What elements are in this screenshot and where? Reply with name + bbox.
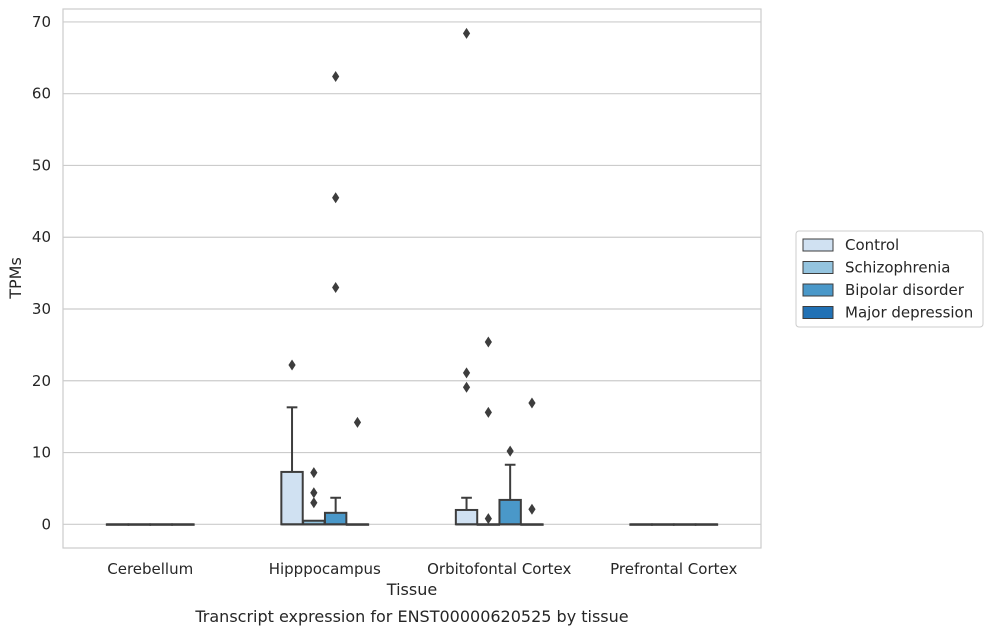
boxes (105, 27, 719, 526)
box-iqr (454, 508, 479, 526)
legend-swatch (802, 261, 834, 274)
legend-label: Major depression (845, 304, 973, 322)
x-tick-label: Hipppocampus (269, 560, 381, 578)
box-bipolar-disorder (149, 523, 173, 526)
outlier-point (353, 416, 362, 428)
y-tick-labels: 0 10 20 30 40 50 60 70 (32, 13, 51, 533)
legend-swatch (802, 283, 834, 297)
box-major-depression (345, 416, 370, 526)
legend-frame (795, 230, 984, 328)
box-bipolar-disorder (323, 70, 348, 526)
y-tick-label: 10 (32, 444, 51, 462)
legend-label: Schizophrenia (845, 259, 950, 277)
outlier-point (332, 70, 340, 82)
outlier-point (528, 397, 536, 409)
outlier-point (288, 359, 296, 371)
y-axis-title: TPMs (6, 257, 25, 300)
outlier-point (462, 381, 471, 393)
box-control (629, 523, 653, 526)
plot-area-frame (62, 8, 762, 549)
outlier-point (332, 192, 340, 204)
outlier-point (310, 467, 318, 479)
box-iqr (280, 470, 304, 526)
legend-swatch (802, 238, 834, 252)
y-tick-label: 70 (32, 13, 51, 31)
box-major-depression (694, 523, 719, 526)
x-axis-title: Tissue (386, 580, 437, 599)
box-major-depression (171, 523, 195, 526)
y-tick-label: 0 (41, 515, 51, 533)
box-iqr (498, 498, 522, 526)
outlier-point (506, 445, 514, 457)
gridlines (63, 21, 761, 525)
x-tick-label: Orbitofontal Cortex (427, 560, 571, 578)
chart-caption: Transcript expression for ENST0000062052… (194, 607, 628, 626)
outlier-point (332, 281, 340, 293)
y-tick-label: 60 (32, 85, 51, 103)
x-tick-labels: Cerebellum Hipppocampus Orbitofontal Corte… (107, 560, 737, 578)
y-tick-label: 20 (32, 372, 51, 390)
legend-label: Bipolar disorder (845, 281, 965, 299)
box-bipolar-disorder (672, 523, 697, 526)
box-schizophrenia (476, 336, 501, 526)
legend-swatch (802, 306, 834, 319)
outlier-point (462, 27, 471, 39)
y-tick-label: 50 (32, 156, 51, 174)
legend-label: Control (845, 236, 899, 254)
outlier-point (484, 406, 492, 418)
outlier-point (310, 497, 318, 509)
box-control (454, 27, 479, 526)
y-tick-label: 40 (32, 228, 51, 246)
legend: Control Schizophrenia Bipolar disorder Majo… (795, 230, 984, 328)
box-schizophrenia (127, 523, 152, 526)
outlier-point (528, 503, 536, 515)
box-schizophrenia (651, 523, 675, 526)
box-control (280, 359, 304, 526)
outlier-point (484, 513, 492, 525)
y-tick-label: 30 (32, 300, 51, 318)
box-schizophrenia (302, 467, 326, 526)
outlier-point (484, 336, 492, 348)
x-tick-label: Cerebellum (107, 560, 193, 578)
box-bipolar-disorder (498, 445, 522, 526)
x-tick-label: Prefrontal Cortex (610, 560, 737, 578)
box-control (105, 523, 130, 526)
box-iqr (323, 511, 348, 526)
outlier-point (462, 367, 471, 379)
box-major-depression (520, 397, 544, 526)
outlier-point (310, 487, 318, 499)
